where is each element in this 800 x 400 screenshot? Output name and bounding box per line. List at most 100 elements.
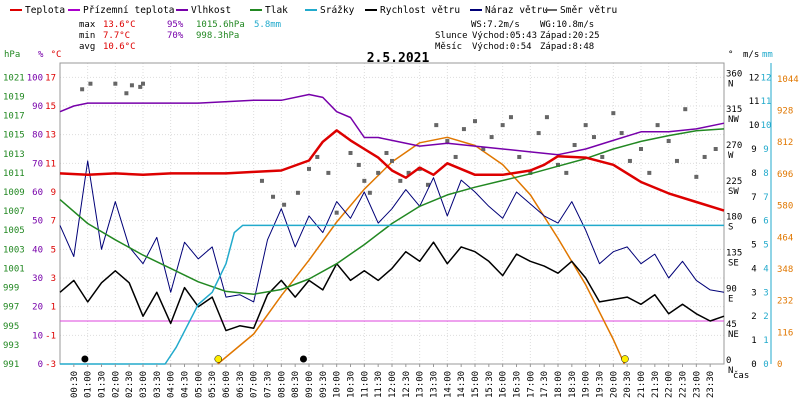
wind-direction-point: [619, 131, 624, 136]
x-tick-label: 20:00: [609, 371, 619, 398]
x-tick-label: 04:00: [167, 371, 177, 398]
axis-degc-tick: 1: [51, 303, 56, 313]
wind-direction-point: [398, 178, 403, 183]
axis-deg-tick: 180: [726, 213, 742, 223]
wind-direction-point: [445, 139, 450, 144]
axis-sun-tick: 580: [777, 202, 793, 212]
axis-ms-tick: 11: [749, 97, 760, 107]
chart-legend: Teplota Přízemní teplota Vlhkost Tlak Srážky…: [10, 5, 617, 16]
wind-direction-point: [683, 107, 688, 112]
axis-deg-tick: 270: [726, 141, 742, 151]
wind-direction-point: [141, 81, 145, 86]
wind-direction-point: [591, 135, 596, 140]
axis-hpa-tick: 1013: [3, 150, 25, 160]
x-tick-label: 19:00: [582, 371, 592, 398]
axis-hpa-tick: 1015: [3, 131, 25, 141]
axis-mm-tick: 1: [763, 336, 768, 346]
axis-mm-tick: 11: [761, 97, 772, 107]
wind-direction-point: [334, 210, 339, 215]
legend-label-3: Tlak: [265, 5, 288, 16]
axis-ms-tick: 1: [751, 336, 756, 346]
axis-ms-tick: 5: [751, 241, 756, 251]
x-tick-label: 08:00: [277, 371, 287, 398]
wind-direction-point: [489, 135, 494, 140]
wind-direction-point: [674, 158, 679, 163]
stat-min-humidity: 70%: [167, 31, 184, 41]
wind-direction-point: [113, 81, 118, 86]
x-tick-label: 05:30: [208, 371, 218, 398]
axis-mm-tick: 0: [763, 360, 768, 370]
axis-hpa-tick: 1003: [3, 245, 25, 255]
axis-deg-tick: 90: [726, 284, 737, 294]
wind-direction-point: [694, 174, 699, 179]
time-axis: 00:30 01:00 01:30 02:00 02:30 03:00 03:30 04:00…: [70, 364, 716, 398]
axis-hpa-unit: hPa: [4, 50, 20, 60]
x-tick-label: 19:30: [596, 371, 606, 398]
axis-hpa-tick: 991: [3, 360, 19, 370]
x-tick-label: 07:30: [264, 371, 274, 398]
axis-mm-unit: mm: [762, 50, 773, 60]
wind-direction-point: [138, 84, 143, 89]
wind-direction-point: [390, 158, 394, 163]
axis-hpa-tick: 997: [3, 303, 19, 313]
stats-block: max 13.6°C 95% 1015.6hPa 5.8mm min 7.7°C…: [79, 20, 600, 52]
axis-pct-tick: 40: [32, 245, 43, 255]
axis-degc-tick: 3: [51, 274, 56, 284]
wind-direction-point: [564, 170, 569, 175]
legend-label-7: Směr větru: [560, 5, 617, 16]
wind-direction-point: [348, 150, 353, 155]
x-tick-label: 14:00: [443, 371, 453, 398]
axis-hpa-tick: 1001: [3, 264, 25, 274]
axis-pct-tick: 80: [32, 131, 43, 141]
wind-direction-point: [600, 154, 605, 159]
wind-direction-point: [666, 139, 671, 144]
axis-mm-tick: 5: [763, 241, 768, 251]
chart-title: 2.5.2021: [367, 51, 430, 66]
stat-max-rain: 5.8mm: [254, 20, 281, 30]
axis-mm-tick: 10: [761, 121, 772, 131]
legend-label-5: Rychlost větru: [380, 5, 460, 16]
axis-deg-dir: S: [728, 223, 733, 233]
moonset-marker: [299, 355, 307, 363]
x-tick-label: 20:30: [623, 371, 633, 398]
wind-direction-point: [124, 91, 129, 96]
axis-pct-tick: 90: [32, 102, 43, 112]
axis-degc-tick: 11: [45, 159, 56, 169]
axis-degc-tick: 13: [45, 131, 56, 141]
axis-deg-tick: 45: [726, 320, 737, 330]
x-tick-label: 09:30: [319, 371, 329, 398]
sun-label: Slunce: [435, 31, 468, 41]
x-tick-label: 17:30: [540, 371, 550, 398]
x-tick-label: 13:00: [416, 371, 426, 398]
axis-pct-tick: 60: [32, 188, 43, 198]
axis-degc-tick: 5: [51, 245, 56, 255]
time-axis-unit: čas: [733, 370, 749, 381]
wind-direction-point: [315, 154, 320, 159]
series-pressure-line: [59, 128, 725, 295]
moon-set: Západ:8:48: [540, 42, 594, 52]
wind-direction-point: [583, 123, 588, 128]
axis-sun-tick: 348: [777, 265, 793, 275]
axis-deg-dir: NW: [728, 115, 739, 125]
axis-ms-tick: 12: [749, 73, 760, 83]
x-tick-label: 11:00: [360, 371, 370, 398]
axis-pct-tick: 30: [32, 274, 43, 284]
axis-ms-tick: 6: [751, 217, 756, 227]
axis-deg-dir: E: [728, 294, 733, 304]
wind-direction-point: [307, 166, 311, 171]
x-tick-label: 02:30: [125, 371, 135, 398]
wind-direction-point: [88, 81, 93, 86]
wind-direction-point: [406, 170, 411, 175]
axis-degc-tick: 9: [51, 188, 56, 198]
axis-degc-unit: °C: [51, 50, 62, 60]
axis-sun-tick: 0: [777, 360, 782, 370]
x-tick-label: 21:00: [637, 371, 647, 398]
axis-deg-dir: SE: [728, 259, 739, 269]
axis-deg-dir: N: [728, 366, 733, 376]
x-tick-label: 15:30: [485, 371, 495, 398]
stat-max-humidity: 95%: [167, 20, 184, 30]
axis-deg-dir: N: [728, 79, 733, 89]
wind-direction-point: [473, 119, 477, 124]
axis-sun-tick: 696: [777, 170, 793, 180]
axis-mm-tick: 6: [763, 217, 768, 227]
